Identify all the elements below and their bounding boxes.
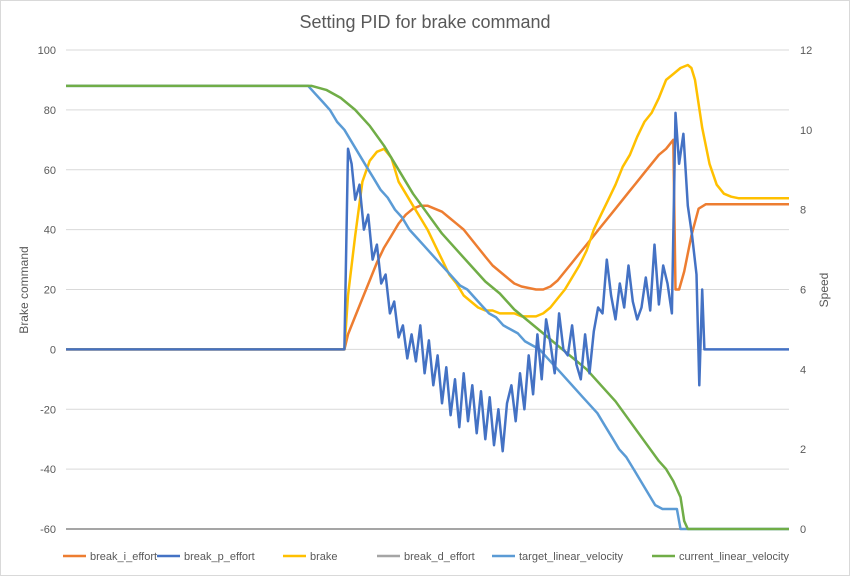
- y-tick-label: 100: [38, 45, 56, 57]
- legend-label: break_p_effort: [184, 551, 255, 563]
- y2-tick-label: 0: [800, 524, 806, 536]
- series-line-current-linear-velocity: [66, 84, 789, 531]
- y-tick-label: 80: [44, 105, 56, 117]
- y2-tick-label: 4: [800, 364, 806, 376]
- legend-label: break_i_effort: [90, 551, 157, 563]
- gridlines: [66, 49, 789, 530]
- legend-item-target-linear-velocity: target_linear_velocity: [492, 551, 623, 563]
- legend-item-break-d-effort: break_d_effort: [377, 551, 475, 563]
- y2-tick-label: 10: [800, 125, 812, 137]
- legend-label: current_linear_velocity: [679, 551, 790, 563]
- y2-tick-label: 8: [800, 205, 806, 217]
- legend: break_i_effort break_p_effort brake break_d…: [63, 551, 790, 563]
- y-tick-label: -20: [40, 404, 56, 416]
- y-tick-label: -60: [40, 524, 56, 536]
- chart-title: Setting PID for brake command: [299, 12, 550, 32]
- legend-item-break-i-effort: break_i_effort: [63, 551, 157, 563]
- legend-label: target_linear_velocity: [519, 551, 623, 563]
- legend-item-current-linear-velocity: current_linear_velocity: [652, 551, 790, 563]
- y-tick-label: -40: [40, 464, 56, 476]
- legend-item-break-p-effort: break_p_effort: [157, 551, 255, 563]
- legend-item-brake: brake: [283, 551, 338, 563]
- y-tick-label: 20: [44, 285, 56, 297]
- right-axis-label: Speed: [817, 273, 831, 308]
- legend-label: brake: [310, 551, 338, 563]
- legend-label: break_d_effort: [404, 551, 475, 563]
- left-axis-ticks: 100 80 60 40 20 0 -20 -40 -60: [38, 45, 56, 536]
- y2-tick-label: 2: [800, 444, 806, 456]
- series-line-break-i-effort: [66, 138, 789, 351]
- y2-tick-label: 6: [800, 285, 806, 297]
- series-line-target-linear-velocity: [66, 84, 789, 531]
- y2-tick-label: 12: [800, 45, 812, 57]
- y-tick-label: 40: [44, 225, 56, 237]
- series-line-brake: [66, 63, 789, 351]
- y-tick-label: 60: [44, 165, 56, 177]
- series-lines: [66, 63, 789, 531]
- y-tick-label: 0: [50, 344, 56, 356]
- right-axis-ticks: 12 10 8 6 4 2 0: [800, 45, 812, 536]
- series-line-break-p-effort: [66, 111, 789, 453]
- left-axis-label: Brake command: [17, 246, 31, 333]
